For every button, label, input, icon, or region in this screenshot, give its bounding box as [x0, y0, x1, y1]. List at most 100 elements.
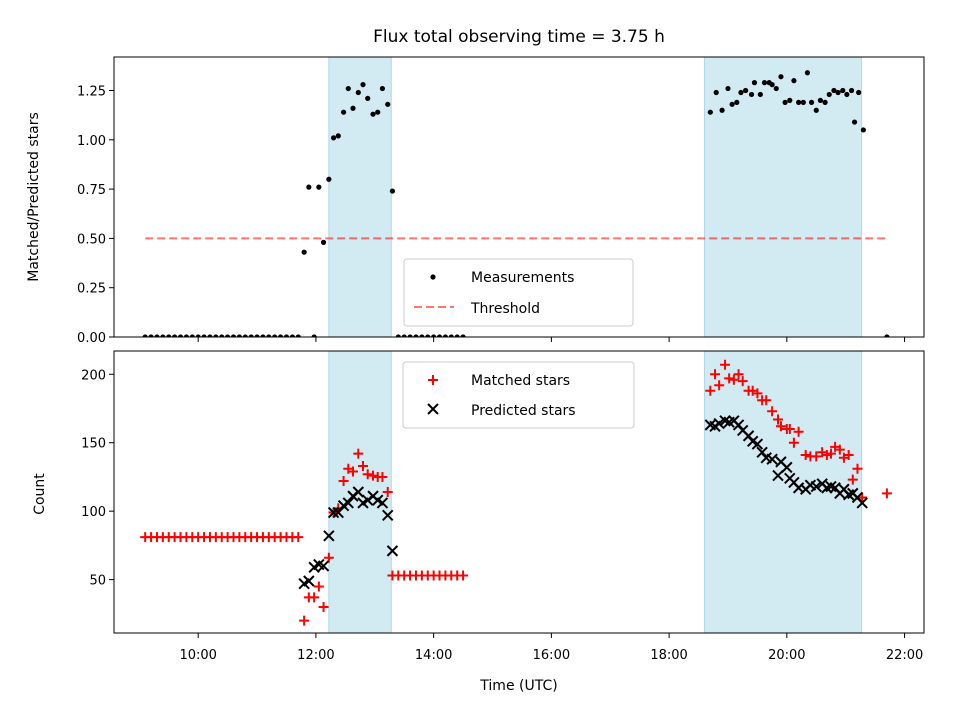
predicted-stars-point — [376, 497, 389, 509]
matched-stars-point — [358, 460, 369, 471]
predicted-stars-point — [766, 453, 778, 465]
measurement-point — [773, 85, 779, 92]
measurement-point — [148, 334, 154, 337]
measurement-point — [840, 87, 846, 94]
bottom-y-tick-label: 50 — [89, 574, 106, 589]
measurement-point — [335, 133, 341, 139]
measurement-point — [454, 334, 460, 337]
measurement-point — [419, 334, 425, 337]
matched-stars-point — [784, 424, 795, 435]
matched-stars-point — [720, 359, 731, 370]
measurement-point — [379, 85, 386, 92]
measurement-point — [177, 334, 184, 337]
bottom-shaded-interval — [328, 350, 392, 634]
measurement-point — [460, 334, 466, 337]
legend-box — [402, 361, 635, 429]
matched-stars-point — [773, 414, 784, 425]
measurement-point — [729, 101, 735, 107]
matched-stars-point — [811, 451, 822, 462]
measurement-point — [442, 334, 449, 337]
measurement-point — [796, 99, 802, 105]
measurement-point — [345, 85, 351, 92]
measurement-point — [330, 135, 337, 141]
measurement-point — [266, 334, 272, 337]
matched-stars-point — [881, 488, 892, 499]
matched-stars-point — [313, 581, 324, 592]
matched-stars-point — [761, 395, 772, 406]
top-y-tick-label: 0.75 — [77, 183, 106, 198]
predicted-stars-point — [751, 438, 764, 450]
x-axis-label: Time (UTC) — [479, 678, 557, 694]
measurement-point — [225, 334, 231, 337]
measurement-point — [769, 82, 775, 88]
top-axes-frame — [113, 56, 925, 338]
measurement-point — [355, 89, 361, 96]
matched-stars-point — [737, 376, 748, 387]
matched-stars-point — [788, 437, 799, 448]
predicted-stars-point — [303, 575, 315, 587]
measurement-point — [254, 334, 260, 337]
measurement-point — [791, 78, 797, 84]
matched-stars-point — [825, 448, 836, 459]
measurement-point — [207, 334, 213, 337]
measurement-point — [826, 91, 832, 98]
measurement-point — [817, 97, 823, 103]
measurement-point — [370, 111, 376, 117]
bottom-y-tick-label: 100 — [81, 505, 106, 520]
measurement-point — [407, 334, 413, 337]
matched-stars-point — [724, 373, 735, 384]
measurement-point — [761, 80, 768, 86]
measurement-point — [751, 80, 758, 86]
measurement-point — [301, 249, 307, 255]
matched-stars-point — [800, 450, 811, 461]
bottom-y-tick-label: 200 — [81, 368, 106, 383]
matched-stars-point — [368, 470, 379, 481]
top-legend: Measurements Threshold — [403, 258, 634, 327]
legend-matched-marker — [428, 375, 438, 385]
measurement-point — [431, 334, 437, 337]
measurement-point — [778, 74, 784, 80]
measurement-point — [436, 334, 443, 337]
measurement-point — [395, 334, 401, 337]
matched-stars-point — [347, 466, 358, 477]
legend-predicted-marker — [427, 403, 439, 415]
matched-stars-point — [752, 388, 763, 399]
measurement-point — [360, 82, 366, 88]
top-y-axis-label: Matched/Predicted stars — [26, 112, 42, 282]
measurement-point — [713, 89, 719, 96]
measurement-point — [385, 101, 391, 107]
measurement-point — [844, 91, 850, 98]
bottom-plot-area — [140, 359, 892, 626]
measurement-point — [800, 99, 806, 105]
top-y-tick-label: 0.50 — [77, 232, 106, 247]
measurement-point — [248, 334, 254, 337]
bottom-x-tick-label: 20:00 — [768, 648, 805, 663]
predicted-stars-point — [317, 560, 330, 572]
measurement-point — [183, 334, 190, 337]
predicted-stars-point — [772, 469, 784, 482]
measurement-point — [401, 334, 407, 337]
measurement-point — [260, 334, 266, 337]
matched-stars-point — [458, 570, 469, 581]
matched-stars-point — [793, 426, 804, 437]
measurement-point — [738, 89, 744, 96]
top-plot-area — [142, 70, 890, 337]
measurement-point — [860, 127, 866, 133]
measurement-point — [154, 334, 160, 337]
measurement-point — [851, 119, 858, 125]
measurement-point — [295, 334, 301, 337]
bottom-legend: Matched stars Predicted stars — [402, 361, 635, 429]
measurement-point — [326, 176, 332, 182]
predicted-stars-point — [382, 509, 394, 521]
predicted-stars-point — [352, 486, 365, 498]
measurement-point — [787, 97, 793, 103]
measurement-point — [142, 334, 148, 337]
chart-title: Flux total observing time = 3.75 h — [373, 27, 665, 47]
matched-stars-point — [728, 374, 739, 385]
bottom-x-tick-label: 14:00 — [415, 648, 452, 663]
matched-stars-point — [299, 615, 310, 626]
measurement-point — [230, 334, 237, 337]
matched-stars-point — [847, 474, 858, 485]
matched-stars-point — [834, 444, 845, 455]
